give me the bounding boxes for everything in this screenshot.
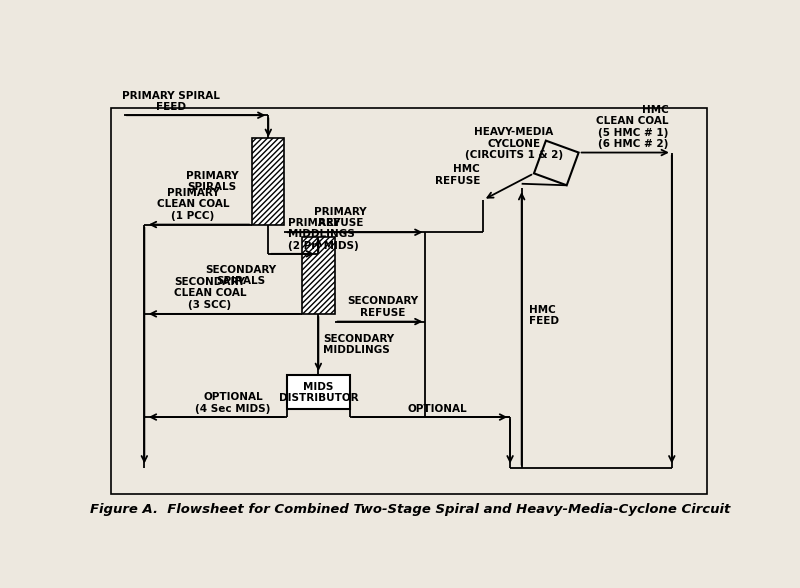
Text: SECONDARY
REFUSE: SECONDARY REFUSE <box>347 296 418 318</box>
Text: HMC
FEED: HMC FEED <box>530 305 559 326</box>
Text: Figure A.  Flowsheet for Combined Two-Stage Spiral and Heavy-Media-Cyclone Circu: Figure A. Flowsheet for Combined Two-Sta… <box>90 503 730 516</box>
Text: HMC
REFUSE: HMC REFUSE <box>434 165 480 186</box>
Text: SECONDARY
SPIRALS: SECONDARY SPIRALS <box>205 265 276 286</box>
Text: OPTIONAL
(4 Sec MIDS): OPTIONAL (4 Sec MIDS) <box>195 392 270 414</box>
Text: SECONDARY
CLEAN COAL
(3 SCC): SECONDARY CLEAN COAL (3 SCC) <box>174 277 246 310</box>
Text: PRIMARY
MIDDLINGS
(2 Pri MIDS): PRIMARY MIDDLINGS (2 Pri MIDS) <box>287 218 358 250</box>
Text: MIDS
DISTRIBUTOR: MIDS DISTRIBUTOR <box>278 382 358 403</box>
Text: SECONDARY
MIDDLINGS: SECONDARY MIDDLINGS <box>323 334 394 356</box>
Bar <box>111 108 707 494</box>
Text: HEAVY-MEDIA
CYCLONE
(CIRCUITS 1 & 2): HEAVY-MEDIA CYCLONE (CIRCUITS 1 & 2) <box>465 127 563 161</box>
Text: PRIMARY
CLEAN COAL
(1 PCC): PRIMARY CLEAN COAL (1 PCC) <box>157 188 229 220</box>
Text: OPTIONAL: OPTIONAL <box>407 404 466 414</box>
Bar <box>302 237 334 314</box>
Bar <box>252 138 285 225</box>
Text: HMC
CLEAN COAL
(5 HMC # 1)
(6 HMC # 2): HMC CLEAN COAL (5 HMC # 1) (6 HMC # 2) <box>596 105 669 149</box>
Text: PRIMARY SPIRAL
FEED: PRIMARY SPIRAL FEED <box>122 91 220 112</box>
Text: PRIMARY
REFUSE: PRIMARY REFUSE <box>314 207 367 228</box>
Text: PRIMARY
SPIRALS: PRIMARY SPIRALS <box>186 171 238 192</box>
Bar <box>287 376 350 409</box>
